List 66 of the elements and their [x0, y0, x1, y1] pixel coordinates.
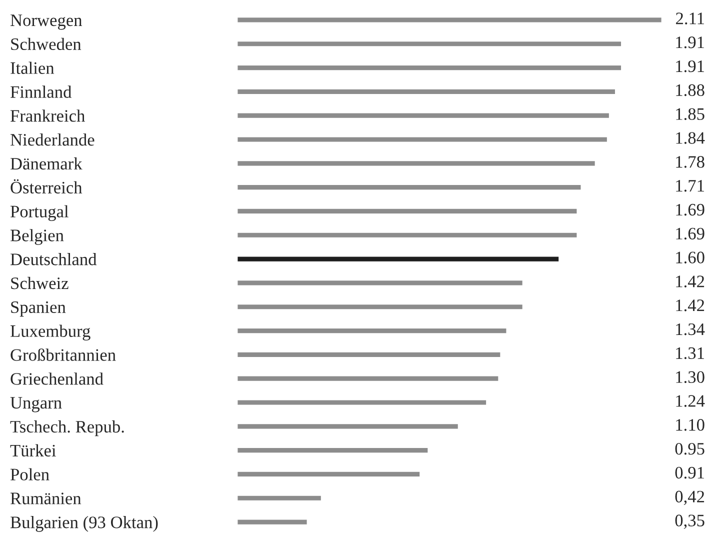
- bar: [237, 184, 582, 191]
- y-tick-label: Österreich: [10, 179, 82, 194]
- bar: [237, 494, 322, 502]
- bar: [237, 208, 578, 215]
- y-tick-label: Schweiz: [11, 276, 68, 290]
- y-tick-label: Italien: [10, 62, 54, 74]
- y-tick-label: Großbritannien: [10, 348, 116, 361]
- data-label: 1.69: [676, 228, 704, 240]
- y-tick-label: Tschech. Repub.: [10, 420, 124, 436]
- data-label: 1.78: [676, 156, 704, 168]
- bar: [237, 40, 622, 48]
- data-label: 1.88: [676, 84, 704, 96]
- bar: [237, 374, 500, 382]
- y-tick-label: Luxemburg: [10, 324, 90, 341]
- data-label: 1.31: [676, 347, 704, 360]
- y-tick-label: Rumänien: [10, 492, 82, 504]
- bar: [237, 160, 596, 168]
- data-label: 0,42: [675, 490, 704, 505]
- data-label: 1.30: [676, 371, 704, 384]
- bar: [237, 327, 508, 334]
- y-tick-label: Türkei: [10, 444, 56, 457]
- data-label: 1.60: [676, 252, 704, 264]
- data-label: 1.42: [676, 276, 704, 288]
- y-tick-label: Belgien: [10, 229, 64, 245]
- bar: [237, 470, 421, 478]
- y-tick-label: Finnland: [10, 86, 72, 98]
- data-label: 1.84: [676, 132, 705, 144]
- data-label: 1.85: [676, 108, 704, 120]
- bar: [237, 88, 616, 96]
- bar: [237, 446, 430, 454]
- bar: [237, 255, 560, 263]
- data-label: 1.10: [676, 419, 704, 431]
- y-tick-label: Norwegen: [10, 14, 82, 30]
- data-label: 0.91: [675, 466, 704, 479]
- bar: [237, 422, 460, 430]
- y-tick-label: Spanien: [11, 301, 66, 317]
- bar: [237, 16, 662, 24]
- y-tick-label: Deutschland: [10, 253, 97, 266]
- bar: [237, 136, 608, 144]
- data-label: 1.69: [676, 204, 704, 216]
- data-label: 1.24: [676, 395, 705, 407]
- data-label: 1.71: [676, 180, 704, 192]
- bar: [237, 279, 524, 287]
- y-tick-label: Portugal: [10, 205, 68, 221]
- data-label: 1.42: [676, 300, 704, 312]
- bar: [237, 231, 578, 239]
- bar: [237, 112, 610, 120]
- bar: [237, 303, 524, 311]
- data-label: 0,35: [675, 514, 704, 529]
- data-label: 1.91: [676, 36, 704, 48]
- y-tick-label: Griechenland: [10, 372, 104, 385]
- data-label: 0.95: [675, 442, 704, 455]
- bar: [237, 518, 308, 526]
- y-tick-label: Polen: [10, 468, 50, 480]
- data-label: 1.34: [676, 323, 705, 336]
- data-label: 2.11: [676, 12, 704, 24]
- y-tick-label: Ungarn: [10, 397, 62, 412]
- y-tick-label: Niederlande: [10, 133, 94, 146]
- bar: [237, 398, 488, 406]
- y-tick-label: Frankreich: [10, 110, 85, 122]
- y-tick-label: Schweden: [11, 38, 82, 50]
- data-label: 1.91: [676, 60, 704, 72]
- y-tick-label: Bulgarien (93 Oktan): [10, 516, 158, 532]
- y-tick-label: Dänemark: [10, 157, 82, 170]
- bar: [237, 351, 502, 358]
- bar: [237, 64, 622, 72]
